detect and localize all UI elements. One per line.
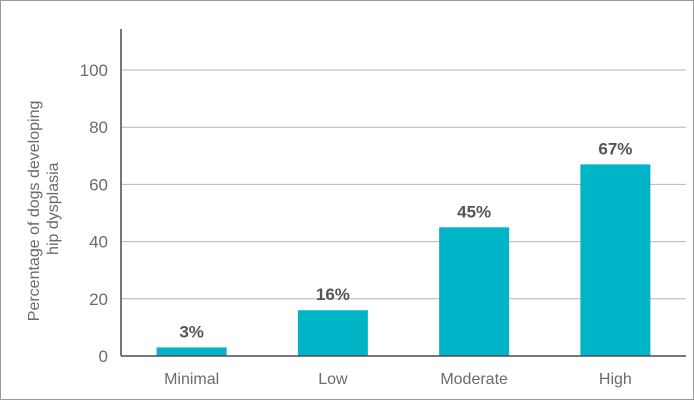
y-axis-label-line-1: Percentage of dogs developing (26, 101, 43, 322)
category-label-minimal: Minimal (164, 371, 219, 388)
y-tick-label-0: 0 (99, 347, 108, 366)
category-labels: Minimal Low Moderate High (164, 371, 632, 388)
category-label-moderate: Moderate (440, 371, 508, 388)
value-label-moderate: 45% (457, 202, 491, 221)
y-axis-label: Percentage of dogs developing hip dyspla… (26, 96, 62, 321)
category-label-low: Low (318, 371, 348, 388)
bar-low (297, 310, 368, 356)
y-tick-label-20: 20 (89, 290, 108, 309)
bar-minimal (156, 347, 227, 356)
value-label-low: 16% (316, 285, 350, 304)
y-tick-label-40: 40 (89, 233, 108, 252)
value-labels: 3% 16% 45% 67% (179, 139, 632, 341)
y-tick-labels: 0 20 40 60 80 100 (80, 61, 108, 366)
value-label-high: 67% (598, 139, 632, 158)
y-tick-label-60: 60 (89, 175, 108, 194)
bar-moderate (439, 227, 510, 356)
bars (156, 164, 651, 356)
value-label-minimal: 3% (179, 322, 204, 341)
bar-high (580, 164, 651, 356)
y-tick-label-100: 100 (80, 61, 108, 80)
category-label-high: High (599, 371, 632, 388)
y-axis-label-line-2: hip dysplasia (45, 162, 62, 255)
y-tick-label-80: 80 (89, 118, 108, 137)
